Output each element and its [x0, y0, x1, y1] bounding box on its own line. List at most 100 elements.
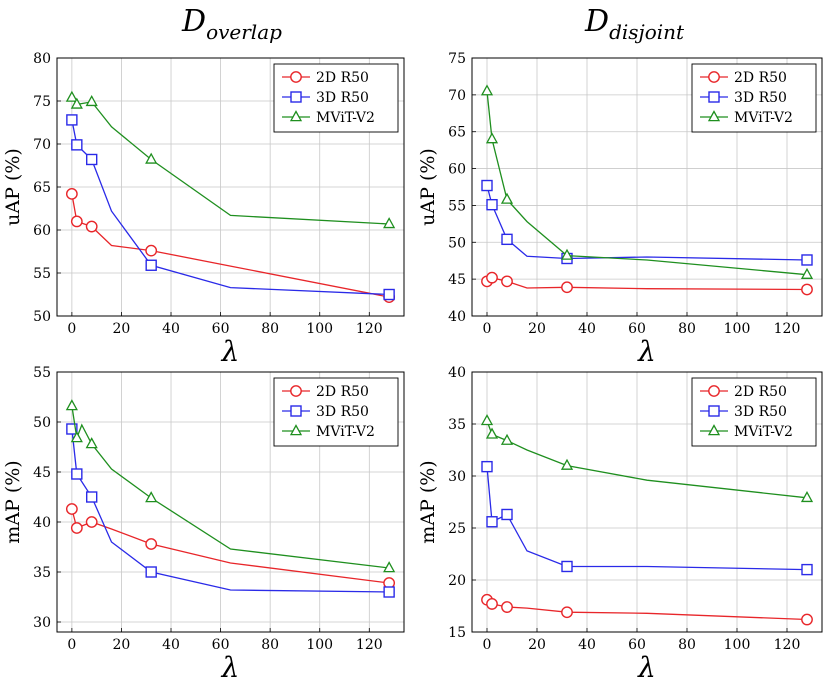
x-tick-label: 60	[212, 321, 230, 337]
x-tick-label: 40	[162, 321, 180, 337]
legend: 2D R50 3D R50 MViT-V2	[691, 63, 817, 133]
data-point-triangle	[560, 248, 574, 260]
legend-label: MViT-V2	[316, 110, 375, 126]
data-point-square	[145, 259, 157, 271]
data-point-square	[383, 586, 395, 598]
series-line-3d-r50	[71, 119, 390, 296]
x-tick-label: 120	[356, 321, 383, 337]
y-axis-label: mAP (%)	[2, 460, 24, 543]
data-point-square	[801, 563, 813, 576]
data-point-triangle	[145, 152, 158, 164]
y-tick-label: 80	[33, 51, 51, 67]
data-point-triangle	[383, 217, 396, 229]
legend-marker-triangle	[289, 110, 303, 122]
y-tick-label: 70	[448, 88, 466, 104]
legend: 2D R50 3D R50 MViT-V2	[273, 377, 399, 447]
legend-label: 3D R50	[734, 404, 787, 420]
data-point-square	[561, 560, 573, 573]
panel-bottom-right: 0 20 40 60 80 100 120 15 20 25 30 35 40 λ mAP (%) 2D R5…	[417, 365, 823, 682]
data-point-triangle	[85, 437, 98, 449]
y-tick-label: 40	[33, 515, 51, 531]
panel-bottom-left: 0 20 40 60 80 100 120 30 35 40 45 50 55 λ mAP (%) 2D R5…	[2, 365, 405, 682]
y-tick-label: 45	[33, 465, 51, 481]
data-point-square	[85, 153, 98, 166]
x-tick-label: 80	[261, 637, 279, 653]
series-line-3d-r50	[486, 185, 808, 261]
title-overlap-symbol: D	[182, 4, 207, 39]
y-tick-label: 70	[33, 137, 51, 153]
data-point-circle	[561, 606, 573, 619]
x-tick-label: 60	[628, 637, 646, 653]
series-line-2d-r50	[486, 599, 808, 621]
x-tick-label: 120	[774, 637, 801, 653]
data-point-circle	[486, 271, 498, 284]
plot-frame	[471, 371, 823, 633]
data-point-triangle	[500, 192, 514, 204]
x-tick-label: 20	[113, 321, 131, 337]
data-point-square	[66, 423, 78, 435]
x-tick-label: 20	[113, 637, 131, 653]
data-point-circle	[70, 215, 83, 228]
x-tick-label: 80	[261, 321, 279, 337]
y-tick-label: 40	[448, 309, 466, 325]
legend-marker-circle	[708, 385, 720, 397]
legend-label: MViT-V2	[316, 424, 375, 440]
data-point-triangle	[800, 490, 814, 503]
legend: 2D R50 3D R50 MViT-V2	[691, 377, 817, 447]
data-point-circle	[85, 220, 98, 233]
title-overlap: Doverlap	[182, 4, 282, 44]
y-tick-label: 50	[448, 235, 466, 251]
data-point-square	[481, 179, 493, 192]
data-point-circle	[70, 522, 83, 534]
y-tick-label: 55	[33, 266, 51, 282]
legend-marker-circle	[290, 385, 302, 397]
data-point-circle	[486, 598, 498, 610]
title-disjoint-subscript: disjoint	[609, 20, 685, 44]
x-axis-label: λ	[221, 335, 240, 368]
y-tick-label: 65	[448, 125, 466, 141]
data-point-square	[66, 114, 78, 126]
data-point-triangle	[65, 399, 78, 411]
legend-marker-square	[290, 405, 302, 417]
data-point-triangle	[485, 132, 499, 144]
x-tick-label: 0	[483, 321, 492, 337]
data-point-square	[145, 566, 157, 578]
legend-label: 3D R50	[316, 404, 369, 420]
x-tick-label: 100	[306, 637, 333, 653]
data-point-circle	[801, 283, 813, 296]
data-point-triangle	[500, 433, 514, 445]
x-tick-label: 40	[578, 637, 596, 653]
data-point-square	[801, 254, 813, 266]
y-tick-label: 35	[448, 417, 466, 433]
data-point-circle	[501, 601, 513, 613]
legend-label: 3D R50	[734, 90, 787, 106]
x-tick-label: 100	[306, 321, 333, 337]
data-point-triangle	[85, 95, 98, 107]
series-line-3d-r50	[486, 466, 808, 571]
data-point-triangle	[65, 90, 78, 102]
legend-label: 2D R50	[316, 70, 369, 86]
data-point-square	[481, 460, 493, 473]
data-point-triangle	[70, 97, 83, 109]
data-point-square	[501, 233, 513, 246]
y-tick-label: 55	[33, 365, 51, 381]
legend-label: 2D R50	[734, 70, 787, 86]
legend-marker-triangle	[707, 424, 721, 436]
data-point-triangle	[480, 84, 494, 96]
data-point-circle	[65, 503, 78, 515]
x-tick-label: 80	[678, 321, 696, 337]
legend-marker-triangle	[289, 424, 303, 436]
y-axis-label: uAP (%)	[417, 148, 439, 226]
series-line-2d-r50	[71, 193, 390, 298]
x-tick-label: 100	[724, 321, 751, 337]
x-tick-label: 40	[578, 321, 596, 337]
legend-label: 2D R50	[734, 384, 787, 400]
y-tick-label: 25	[448, 521, 466, 537]
x-tick-label: 0	[483, 637, 492, 653]
y-tick-label: 65	[33, 180, 51, 196]
data-point-circle	[801, 613, 813, 626]
data-point-square	[486, 516, 498, 528]
x-axis-label: λ	[221, 651, 240, 682]
y-tick-label: 30	[33, 615, 51, 631]
x-tick-label: 0	[67, 637, 76, 653]
